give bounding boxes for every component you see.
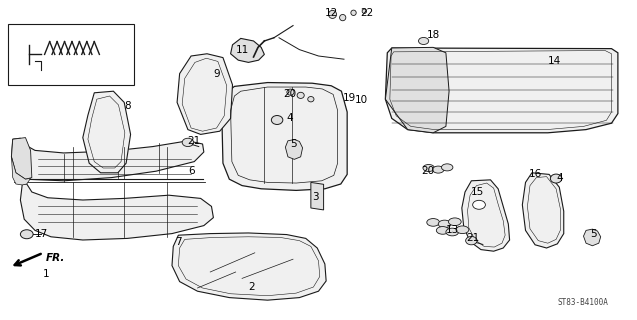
Polygon shape: [522, 173, 564, 248]
Ellipse shape: [297, 92, 304, 99]
Text: 2: 2: [248, 282, 255, 292]
Polygon shape: [583, 229, 601, 246]
Ellipse shape: [308, 97, 314, 102]
Text: 1: 1: [43, 268, 50, 279]
Ellipse shape: [329, 10, 336, 19]
Text: 4: 4: [556, 172, 562, 183]
Ellipse shape: [448, 218, 461, 226]
Ellipse shape: [287, 89, 294, 95]
Polygon shape: [462, 180, 510, 251]
Text: 5: 5: [590, 228, 597, 239]
Text: 19: 19: [343, 92, 355, 103]
Text: 5: 5: [290, 139, 296, 149]
Ellipse shape: [441, 164, 453, 171]
Ellipse shape: [20, 230, 33, 239]
Text: 14: 14: [548, 56, 561, 66]
Polygon shape: [11, 138, 32, 179]
Text: 21: 21: [466, 233, 479, 244]
Text: 15: 15: [471, 187, 484, 197]
Polygon shape: [172, 233, 326, 300]
Text: 20: 20: [422, 166, 434, 176]
Ellipse shape: [340, 14, 346, 21]
Text: 16: 16: [529, 169, 541, 180]
Ellipse shape: [362, 9, 366, 13]
Polygon shape: [83, 91, 131, 173]
Text: 12: 12: [326, 8, 338, 18]
Polygon shape: [285, 140, 303, 159]
Text: 18: 18: [427, 30, 440, 40]
Text: 17: 17: [35, 228, 48, 239]
Ellipse shape: [433, 166, 444, 173]
Ellipse shape: [427, 219, 440, 226]
Text: 20: 20: [283, 89, 296, 100]
Polygon shape: [177, 54, 233, 134]
Ellipse shape: [466, 236, 477, 245]
Polygon shape: [311, 182, 324, 210]
Polygon shape: [385, 48, 618, 133]
Polygon shape: [385, 47, 449, 133]
Polygon shape: [222, 83, 347, 190]
Text: FR.: FR.: [46, 252, 65, 263]
Ellipse shape: [436, 227, 449, 234]
Text: 7: 7: [175, 236, 182, 247]
Text: 8: 8: [124, 100, 131, 111]
Ellipse shape: [473, 200, 485, 209]
Polygon shape: [8, 24, 134, 85]
Ellipse shape: [182, 138, 194, 147]
Text: 11: 11: [236, 44, 248, 55]
Polygon shape: [11, 138, 204, 181]
Polygon shape: [11, 157, 31, 185]
Text: 21: 21: [188, 136, 201, 146]
Ellipse shape: [456, 226, 469, 234]
Polygon shape: [231, 38, 264, 62]
Text: 22: 22: [361, 8, 373, 18]
Text: 3: 3: [313, 192, 319, 202]
Ellipse shape: [351, 10, 356, 15]
Ellipse shape: [419, 37, 429, 44]
Ellipse shape: [271, 116, 283, 124]
Text: 10: 10: [355, 95, 368, 105]
Ellipse shape: [550, 174, 562, 183]
Ellipse shape: [446, 228, 459, 236]
Text: 6: 6: [188, 166, 194, 176]
Ellipse shape: [423, 164, 434, 172]
Polygon shape: [20, 184, 213, 240]
Text: 9: 9: [213, 68, 220, 79]
Text: 13: 13: [446, 225, 459, 236]
Ellipse shape: [438, 220, 451, 228]
Text: 4: 4: [287, 113, 293, 124]
Text: ST83-B4100A: ST83-B4100A: [557, 298, 608, 307]
